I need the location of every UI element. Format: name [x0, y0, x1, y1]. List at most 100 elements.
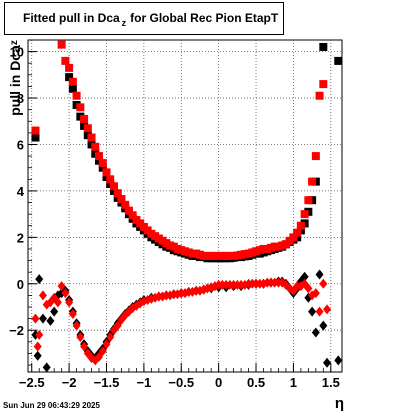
y-tick-label: 8: [17, 91, 24, 106]
data-point: [91, 142, 100, 151]
y-tick-label: 4: [17, 184, 25, 199]
data-point: [65, 73, 74, 82]
data-point: [109, 182, 118, 191]
data-point: [98, 159, 107, 168]
data-point: [57, 281, 66, 292]
data-point: [289, 233, 298, 242]
data-point: [315, 306, 324, 317]
data-point: [53, 297, 62, 308]
data-point: [98, 346, 107, 357]
x-tick-label: −2.5: [19, 375, 45, 390]
y-axis: −2 0 2 4 6 8 10: [9, 39, 37, 366]
y-axis-label-subscript: z: [9, 40, 20, 46]
chart-title-main: Fitted pull in Dca: [23, 11, 120, 25]
data-point: [106, 332, 115, 343]
data-point: [293, 228, 302, 237]
x-tick-label: −0.5: [168, 375, 194, 390]
data-point: [311, 152, 320, 161]
data-point: [296, 221, 305, 230]
data-point: [76, 332, 85, 343]
data-point: [113, 189, 122, 198]
data-point: [323, 357, 332, 368]
data-point: [106, 175, 115, 184]
x-axis: −2.5 −2 −1.5 −1 −0.5 0 0.5 1 1.5: [19, 363, 340, 390]
y-tick-label: 2: [17, 230, 24, 245]
data-point: [102, 168, 111, 177]
plot-frame: [27, 39, 343, 373]
data-point: [72, 91, 81, 100]
data-point: [300, 210, 309, 219]
data-point: [31, 313, 40, 324]
data-point: [319, 320, 328, 331]
data-point: [319, 80, 328, 89]
data-point: [98, 163, 107, 172]
data-point: [117, 195, 126, 204]
y-tick-label: −2: [9, 323, 24, 338]
data-point: [61, 56, 70, 65]
chart-title-subscript: z: [121, 18, 127, 28]
data-point: [334, 355, 343, 366]
y-tick-label: 0: [17, 277, 24, 292]
data-point: [31, 126, 40, 135]
timestamp: Sun Jun 29 06:43:29 2025: [3, 401, 100, 410]
x-axis-label: η: [334, 395, 344, 412]
data-point: [35, 274, 44, 285]
y-axis-label: pull in Dcaz: [7, 23, 23, 133]
data-point: [68, 77, 77, 86]
data-point: [315, 91, 324, 100]
data-point: [72, 320, 81, 331]
data-point: [50, 306, 59, 317]
data-point: [300, 271, 309, 282]
data-point: [38, 290, 47, 301]
data-point: [113, 320, 122, 331]
data-point: [33, 350, 42, 361]
data-point: [83, 124, 92, 133]
data-point: [319, 278, 328, 289]
data-point: [311, 327, 320, 338]
data-point: [80, 341, 89, 352]
data-point: [68, 308, 77, 319]
x-tick-label: 0: [215, 375, 222, 390]
data-point: [65, 297, 74, 308]
data-point: [33, 341, 42, 352]
data-point: [95, 351, 104, 362]
data-point: [31, 133, 40, 142]
data-point: [61, 288, 70, 299]
chart-title-rest: for Global Rec Pion EtapT: [130, 11, 279, 25]
data-point: [304, 196, 313, 205]
data-point: [124, 206, 133, 215]
data-point: [80, 114, 89, 123]
x-tick-label: −1: [136, 375, 151, 390]
data-point: [65, 63, 74, 72]
data-point: [315, 269, 324, 280]
data-point: [128, 211, 137, 220]
data-point: [46, 315, 55, 326]
y-tick-label: 6: [17, 137, 24, 152]
data-point: [319, 42, 328, 51]
data-point: [57, 40, 66, 49]
data-point: [304, 283, 313, 294]
x-tick-label: −2: [62, 375, 77, 390]
data-point: [68, 84, 77, 93]
data-point: [95, 152, 104, 161]
x-tick-label: 0.5: [247, 375, 265, 390]
chart-title: Fitted pull in Dca z for Global Rec Pion E…: [4, 2, 284, 35]
data-point: [308, 177, 317, 186]
data-point: [38, 313, 47, 324]
data-point: [87, 133, 96, 142]
x-tick-label: 1.5: [322, 375, 340, 390]
y-tick-label: 10: [10, 45, 24, 60]
data-point: [308, 306, 317, 317]
data-point: [311, 288, 320, 299]
y-axis-label-main: pull in Dca: [7, 45, 23, 116]
data-points: [31, 40, 343, 373]
x-tick-label: 1: [290, 375, 297, 390]
data-point: [76, 103, 85, 112]
data-point: [42, 362, 51, 373]
data-point: [323, 304, 332, 315]
data-point: [35, 329, 44, 340]
x-tick-label: −1.5: [94, 375, 120, 390]
data-point: [334, 56, 343, 65]
data-point: [121, 200, 130, 209]
